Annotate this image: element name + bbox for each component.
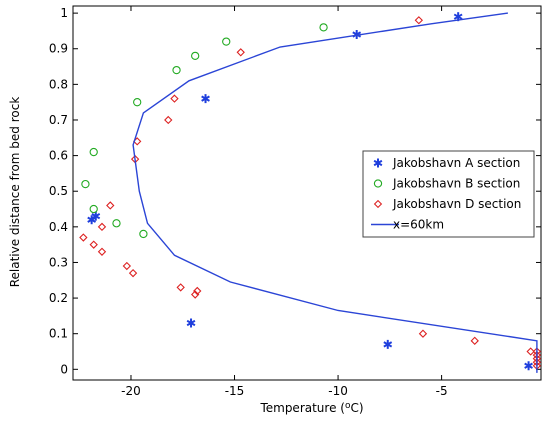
series-jakobshavn-d-section [79, 16, 542, 370]
x-tick-label: -15 [225, 384, 245, 398]
y-tick-label: 0.1 [49, 327, 68, 341]
series-line [132, 12, 538, 373]
data-point [524, 361, 533, 371]
plot-area-border [72, 5, 542, 381]
data-point [176, 283, 185, 292]
data-point [164, 115, 173, 125]
data-point [383, 339, 393, 349]
series-layer [79, 12, 542, 373]
data-point [91, 211, 101, 221]
data-point [112, 219, 121, 228]
series-jakobshavn-b-section [81, 23, 328, 239]
y-tick-label: 0.8 [49, 77, 68, 91]
data-point [414, 16, 424, 25]
legend-marker [373, 179, 383, 188]
y-tick-label: 0.9 [49, 42, 68, 56]
legend-entry-label: x=60km [393, 218, 444, 232]
y-axis-ticks: 0 0.1 0.2 0.3 0.4 0.5 0.6 0.7 0.8 0.9 1 [49, 6, 541, 376]
data-point [193, 286, 202, 296]
y-tick-label: 0 [60, 362, 68, 376]
data-point [81, 179, 90, 189]
data-point [139, 229, 148, 239]
data-point [526, 347, 535, 356]
data-point [97, 222, 107, 232]
legend-box [362, 150, 535, 238]
legend-entry-label: Jakobshavn A section [392, 156, 520, 170]
legend-entry-label: Jakobshavn D section [392, 197, 521, 211]
legend-marker [373, 199, 383, 209]
data-point [89, 240, 98, 249]
data-point [89, 147, 98, 157]
data-point [170, 94, 179, 103]
y-tick-label: 0.6 [49, 149, 68, 163]
data-point [236, 48, 245, 57]
y-axis-label: Relative distance from bed rock [8, 97, 22, 288]
data-point [222, 37, 231, 46]
y-tick-label: 0.5 [49, 184, 68, 198]
data-point [190, 290, 200, 299]
y-tick-label: 0.3 [49, 255, 68, 269]
y-tick-label: 1 [60, 6, 68, 20]
data-point [319, 23, 328, 32]
y-tick-label: 0.7 [49, 113, 68, 127]
data-point [106, 201, 115, 210]
x-tick-label: -5 [436, 384, 448, 398]
y-tick-label: 0.4 [49, 220, 68, 234]
x-axis-label: Temperature (oC) [259, 401, 363, 415]
data-point [133, 98, 142, 107]
data-point [122, 261, 132, 271]
data-point [97, 247, 107, 256]
legend-entry-label: Jakobshavn B section [392, 177, 520, 191]
data-point [191, 51, 200, 61]
x-tick-label: -20 [121, 384, 141, 398]
x-axis-ticks: -20 -15 -10 -5 [121, 6, 448, 398]
plot-frame [72, 5, 542, 381]
data-point [470, 336, 479, 345]
x-tick-label: -10 [328, 384, 348, 398]
data-point [79, 233, 88, 242]
data-point [89, 204, 98, 214]
legend-marker [373, 158, 383, 168]
legend: Jakobshavn A section Jakobshavn B section… [362, 150, 535, 238]
data-point [87, 215, 97, 225]
data-point [418, 329, 428, 338]
data-point [128, 268, 138, 278]
series-x-60km [132, 12, 538, 373]
data-point [172, 65, 181, 75]
data-point [201, 94, 210, 104]
y-tick-label: 0.2 [49, 291, 68, 305]
data-point [186, 318, 196, 328]
